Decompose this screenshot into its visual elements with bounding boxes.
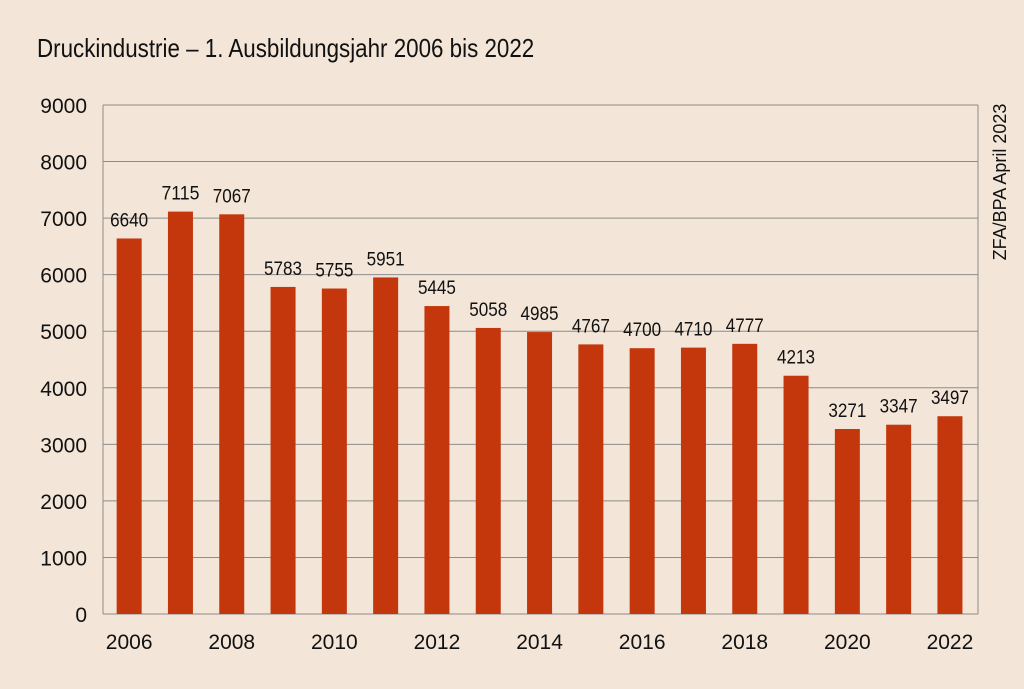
bar-2020 [834,429,860,614]
bar-2012 [424,306,450,614]
bar-2008 [219,214,245,614]
x-axis-tick-labels: 2006 2008 2010 2012 2014 2016 2018 2020 2022 [106,631,974,654]
x-tick-label: 2022 [927,631,974,654]
bar-2010 [321,288,347,614]
data-label-2006: 6640 [110,210,148,231]
y-tick-label: 2000 [40,491,87,514]
data-label-2012: 5445 [418,278,456,299]
data-label-2011: 5951 [367,249,405,270]
data-label-2008: 7067 [213,186,251,207]
y-axis-tick-labels: 0 1000 2000 3000 4000 5000 6000 7000 8000 9000 [40,95,87,627]
x-tick-label: 2006 [106,631,153,654]
bar-2007 [167,211,193,614]
data-label-2019: 4213 [777,348,815,369]
y-tick-label: 4000 [40,378,87,401]
y-tick-label: 6000 [40,265,87,288]
bar-2011 [373,277,399,614]
bar-2021 [886,424,912,614]
bars [116,211,963,614]
y-tick-label: 9000 [40,95,87,118]
x-tick-label: 2014 [516,631,563,654]
data-label-2017: 4710 [674,320,712,341]
data-labels: 6640 7115 7067 5783 5755 5951 5445 5058 4985 4767… [110,184,969,422]
data-label-2016: 4700 [623,320,661,341]
data-label-2018: 4777 [726,316,764,337]
bar-2014 [527,332,553,614]
bar-2015 [578,344,604,614]
bar-2009 [270,286,296,614]
source-note-group: ZFA/BPA April 2023 [990,104,1010,261]
x-tick-label: 2018 [721,631,768,654]
y-tick-label: 1000 [40,547,87,570]
bar-2022 [937,416,963,614]
bar-2018 [732,343,758,614]
data-label-2015: 4767 [572,316,610,337]
bar-2013 [475,327,501,614]
x-tick-label: 2010 [311,631,358,654]
x-tick-label: 2016 [619,631,666,654]
data-label-2020: 3271 [828,401,866,422]
source-note: ZFA/BPA April 2023 [990,104,1010,261]
x-tick-label: 2008 [208,631,255,654]
y-tick-label: 5000 [40,321,87,344]
x-tick-label: 2012 [414,631,461,654]
bar-2016 [629,348,655,614]
y-tick-label: 3000 [40,434,87,457]
y-tick-label: 0 [75,604,87,627]
data-label-2022: 3497 [931,388,969,409]
x-tick-label: 2020 [824,631,871,654]
data-label-2009: 5783 [264,259,302,280]
y-tick-label: 7000 [40,208,87,231]
data-label-2014: 4985 [521,304,559,325]
bar-2019 [783,375,809,614]
bar-2017 [680,347,706,614]
bar-2006 [116,238,142,614]
data-label-2007: 7115 [161,184,199,205]
chart-title: Druckindustrie – 1. Ausbildungsjahr 2006… [37,33,535,63]
data-label-2013: 5058 [469,300,507,321]
data-label-2010: 5755 [315,261,353,282]
y-tick-label: 8000 [40,152,87,175]
data-label-2021: 3347 [880,397,918,418]
